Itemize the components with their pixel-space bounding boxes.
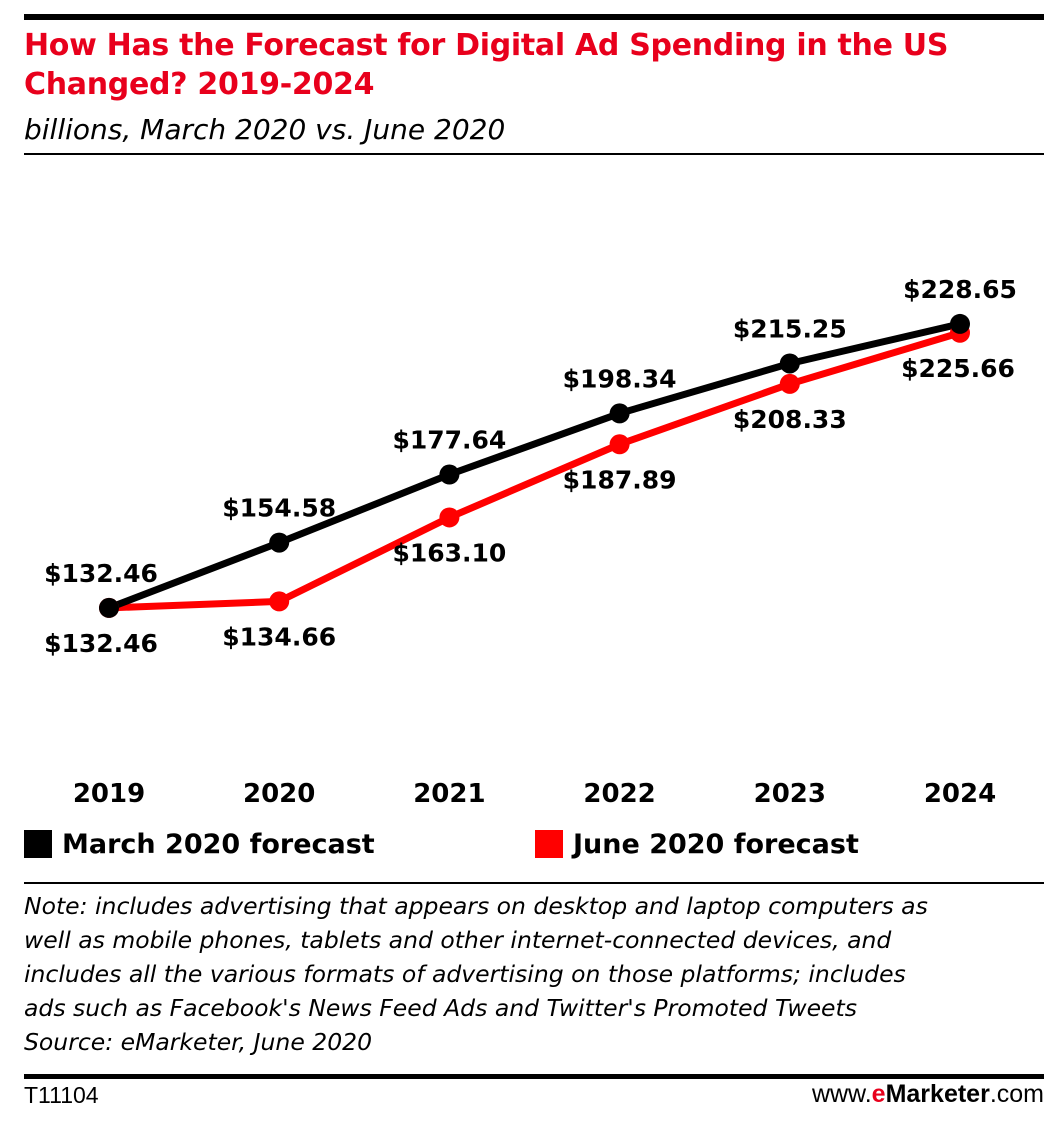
series-line-march — [105, 320, 964, 612]
brand-name: Marketer — [885, 1080, 990, 1108]
data-label-june-2020: $134.66 — [222, 622, 336, 651]
bottom-rule — [24, 1074, 1044, 1079]
chart-title: How Has the Forecast for Digital Ad Spen… — [24, 28, 949, 102]
x-tick-label-2021: 2021 — [413, 779, 485, 809]
data-point-june-2021 — [439, 507, 460, 528]
data-label-june-2022: $187.89 — [563, 465, 677, 494]
data-label-june-2024: $225.66 — [901, 354, 1015, 383]
data-point-march-2021 — [439, 464, 460, 485]
data-label-march-2021: $177.64 — [392, 426, 506, 455]
legend-item-march: March 2020 forecast — [24, 826, 375, 862]
series-line-june — [105, 329, 964, 612]
legend-swatch-june — [535, 830, 563, 858]
data-point-june-2023 — [779, 373, 800, 394]
x-tick-label-2023: 2023 — [754, 779, 826, 809]
data-label-march-2024: $228.65 — [903, 275, 1017, 304]
x-tick-label-2022: 2022 — [583, 779, 655, 809]
data-label-march-2019: $132.46 — [44, 559, 158, 588]
data-label-june-2019: $132.46 — [44, 629, 158, 658]
brand-e: e — [871, 1080, 886, 1108]
source-note: Note: includes advertising that appears … — [24, 892, 928, 1056]
data-label-march-2022: $198.34 — [563, 364, 677, 393]
x-tick-label-2019: 2019 — [73, 779, 145, 809]
line-chart: 2019 2020 2021 2022 2023 2024 $132.46 $154.58 $1… — [44, 275, 1017, 809]
note-rule — [24, 882, 1044, 884]
data-label-march-2020: $154.58 — [222, 494, 336, 523]
legend-swatch-march — [24, 830, 52, 858]
data-point-march-2020 — [269, 532, 290, 553]
chart-subtitle: billions, March 2020 vs. June 2020 — [24, 113, 506, 146]
legend-label-march: March 2020 forecast — [62, 828, 375, 860]
chart-code: T11104 — [24, 1082, 99, 1108]
top-rule — [24, 14, 1044, 20]
data-point-march-2024 — [950, 313, 970, 334]
x-tick-label-2020: 2020 — [243, 779, 315, 809]
legend-label-june: June 2020 forecast — [573, 828, 859, 860]
data-point-june-2020 — [269, 591, 290, 612]
data-label-march-2023: $215.25 — [733, 314, 847, 343]
brand-suffix: .com — [989, 1080, 1044, 1108]
data-point-march-2022 — [609, 403, 630, 424]
data-point-march-2019 — [99, 597, 119, 618]
data-point-june-2022 — [609, 434, 630, 455]
data-point-march-2023 — [779, 353, 800, 374]
data-label-june-2021: $163.10 — [392, 538, 506, 567]
brand-logo[interactable]: www.eMarketer.com — [812, 1080, 1044, 1109]
legend-item-june: June 2020 forecast — [535, 826, 859, 862]
data-label-june-2023: $208.33 — [733, 405, 847, 434]
title-rule — [24, 153, 1044, 155]
brand-prefix: www. — [811, 1080, 872, 1108]
x-tick-label-2024: 2024 — [924, 779, 996, 809]
